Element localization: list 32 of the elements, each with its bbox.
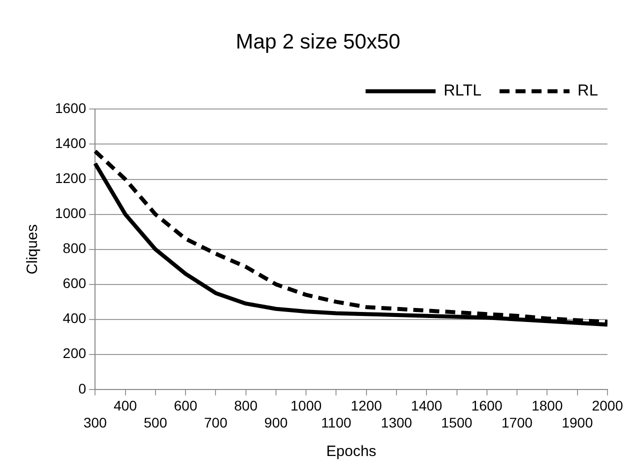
x-tick-label: 300 — [83, 414, 108, 430]
x-axis-title: Epochs — [326, 443, 376, 460]
legend-label: RLTL — [444, 82, 482, 100]
x-tick-label: 800 — [234, 398, 258, 414]
x-tick-label: 1000 — [290, 398, 322, 414]
chart-title: Map 2 size 50x50 — [236, 30, 400, 54]
x-tick-label: 600 — [174, 398, 198, 414]
x-tick-label: 1900 — [562, 414, 594, 430]
y-tick-label: 1200 — [54, 170, 86, 186]
x-tick-label: 1700 — [501, 414, 533, 430]
x-tick-label: 400 — [114, 398, 138, 414]
y-tick-label: 400 — [62, 310, 86, 326]
x-tick-label: 1500 — [441, 414, 473, 430]
x-tick-label: 1300 — [380, 414, 412, 430]
y-tick-label: 600 — [62, 275, 86, 292]
x-tick-label: 1100 — [321, 414, 352, 430]
y-tick-label: 200 — [62, 345, 86, 362]
x-tick-label: 700 — [204, 414, 228, 430]
x-tick-label: 900 — [264, 414, 288, 430]
y-tick-label: 0 — [78, 380, 86, 396]
y-axis-title: Cliques — [24, 224, 42, 274]
y-tick-label: 1000 — [54, 205, 86, 222]
y-tick-label: 1600 — [54, 100, 86, 116]
x-tick-label: 1600 — [471, 398, 503, 414]
legend-label: RL — [578, 82, 598, 100]
x-tick-label: 2000 — [592, 398, 624, 414]
x-tick-label: 1200 — [350, 398, 382, 414]
x-tick-label: 500 — [144, 414, 168, 430]
y-tick-label: 800 — [62, 240, 86, 256]
x-tick-label: 1400 — [411, 398, 442, 414]
x-tick-label: 1800 — [532, 398, 563, 414]
y-tick-label: 1400 — [54, 135, 86, 152]
